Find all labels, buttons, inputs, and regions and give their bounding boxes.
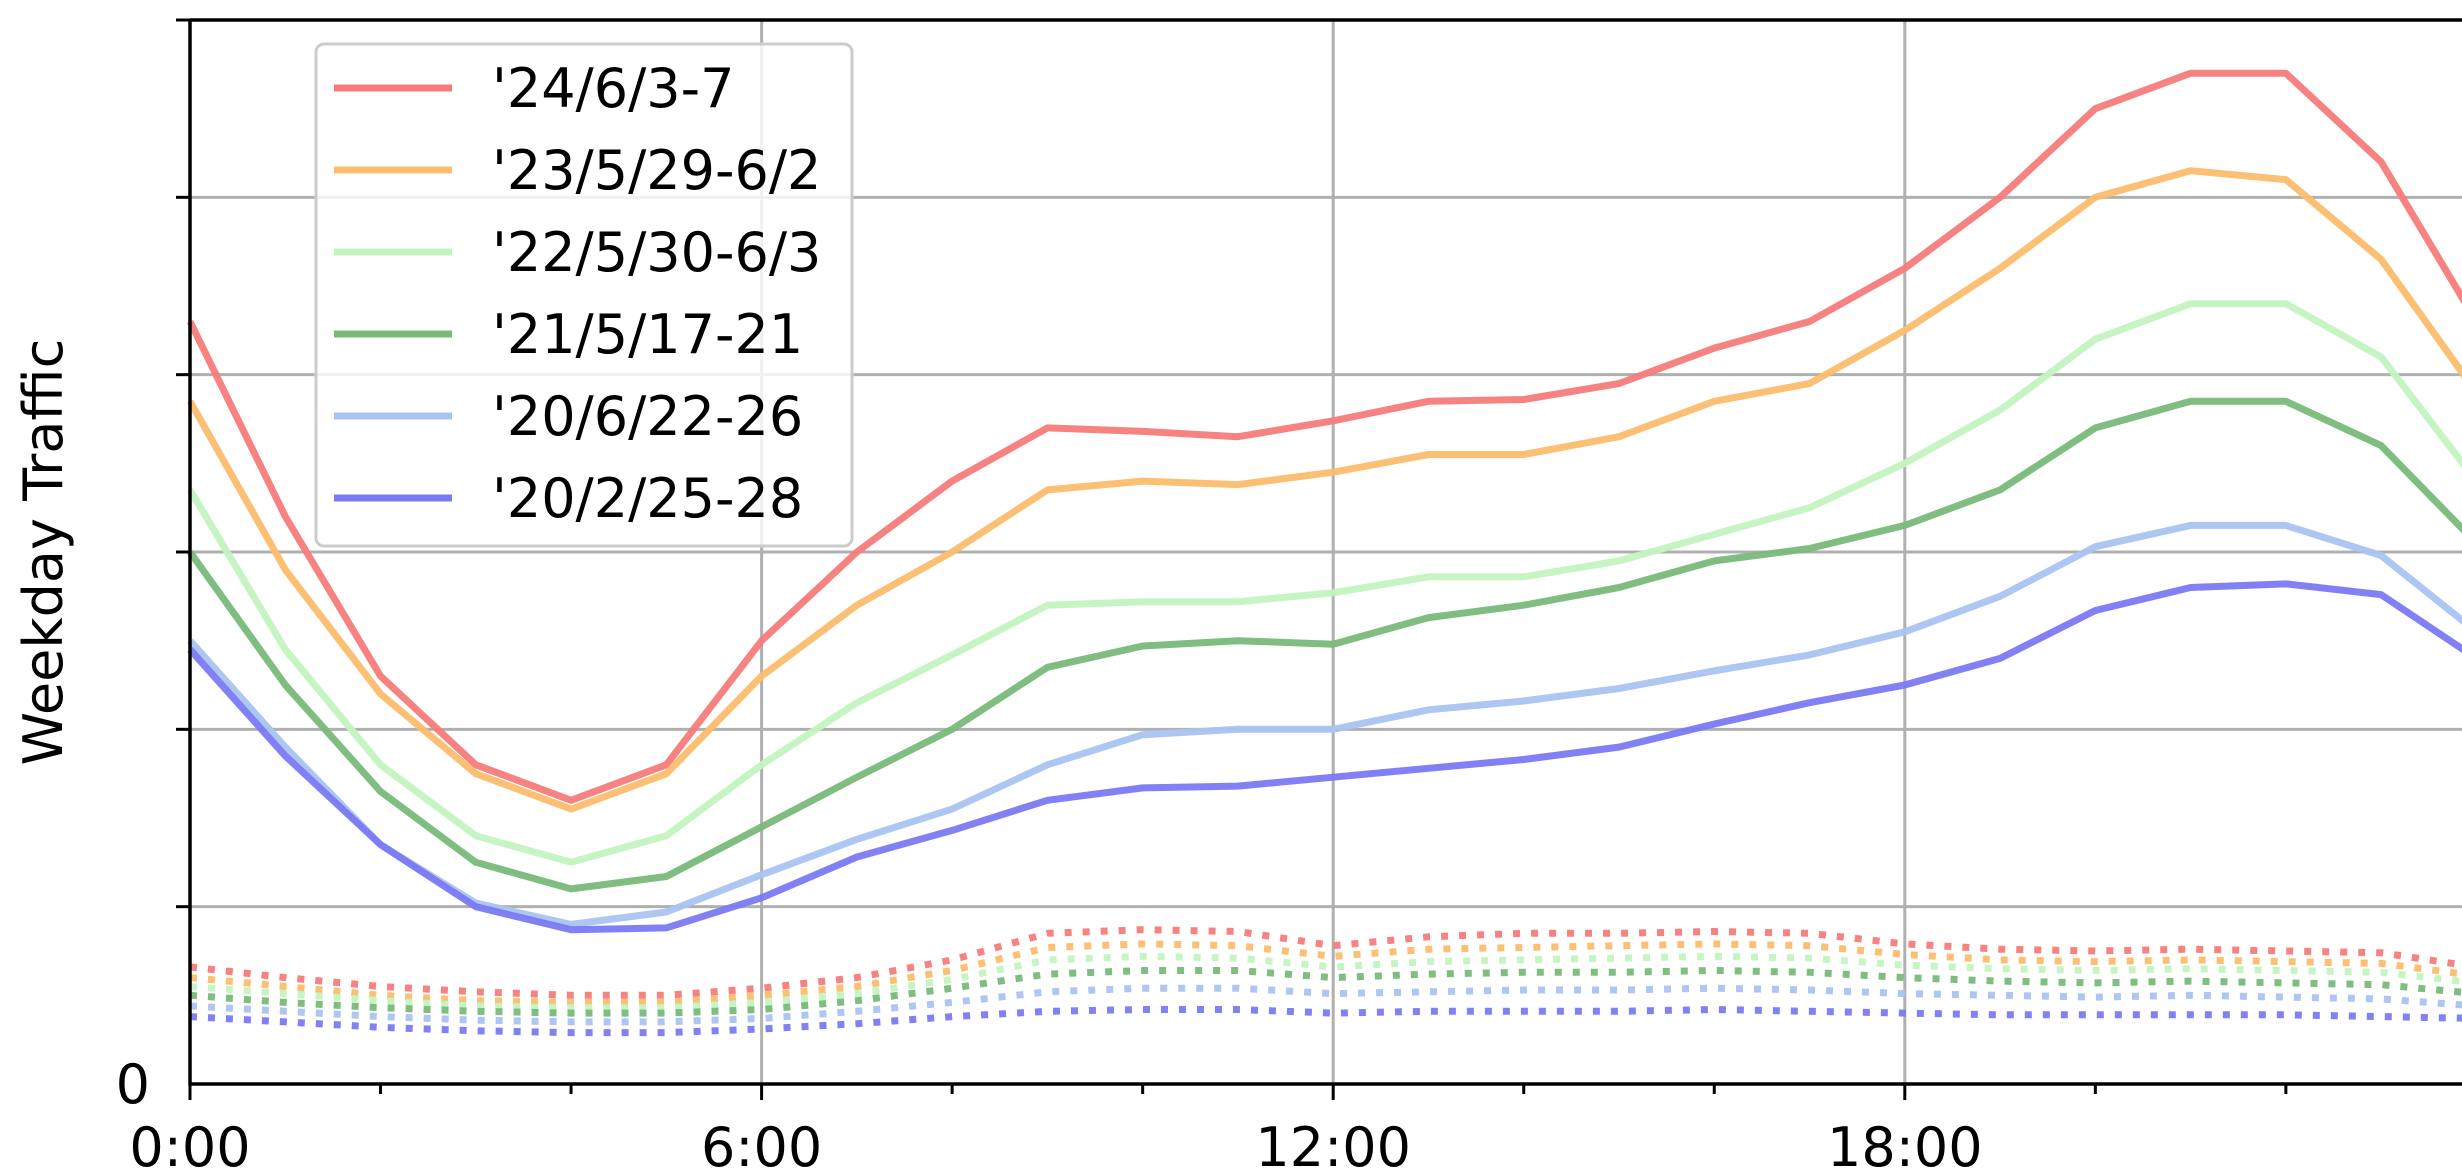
series-line	[187, 397, 2462, 893]
y-tick-label: 0	[116, 1053, 150, 1116]
x-tick-label: 18:00	[1827, 1116, 1983, 1176]
series-line	[186, 69, 2462, 804]
series-line	[186, 300, 2462, 866]
legend-label: '20/6/22-26	[492, 385, 803, 448]
series-lines	[186, 69, 2462, 1037]
legend-label: '24/6/3-7	[492, 57, 735, 120]
axes	[176, 18, 2462, 1100]
legend-label: '21/5/17-21	[492, 303, 803, 366]
x-tick-label: 0:00	[129, 1116, 250, 1176]
x-tick-label: 12:00	[1255, 1116, 1411, 1176]
series-line-dotted	[189, 926, 2462, 999]
legend: '24/6/3-7 '23/5/29-6/2 '22/5/30-6/3 '21/5/1…	[314, 42, 854, 548]
series-line-dotted	[189, 940, 2462, 1006]
series-line-dotted	[189, 952, 2462, 1012]
series-line	[187, 521, 2462, 928]
y-axis-title: Weekday Traffic	[12, 339, 75, 766]
tick-labels: 0:00 6:00 12:00 18:00 0	[116, 1053, 1983, 1176]
x-tick-label: 6:00	[701, 1116, 822, 1176]
series-line-dotted	[189, 1006, 2462, 1037]
legend-label: '22/5/30-6/3	[492, 221, 821, 284]
series-line	[186, 167, 2462, 813]
series-line	[187, 580, 2462, 934]
series-line-dotted	[189, 984, 2462, 1026]
legend-label: '20/2/25-28	[492, 467, 803, 530]
legend-label: '23/5/29-6/2	[492, 139, 821, 202]
series-line-dotted	[189, 967, 2462, 1017]
